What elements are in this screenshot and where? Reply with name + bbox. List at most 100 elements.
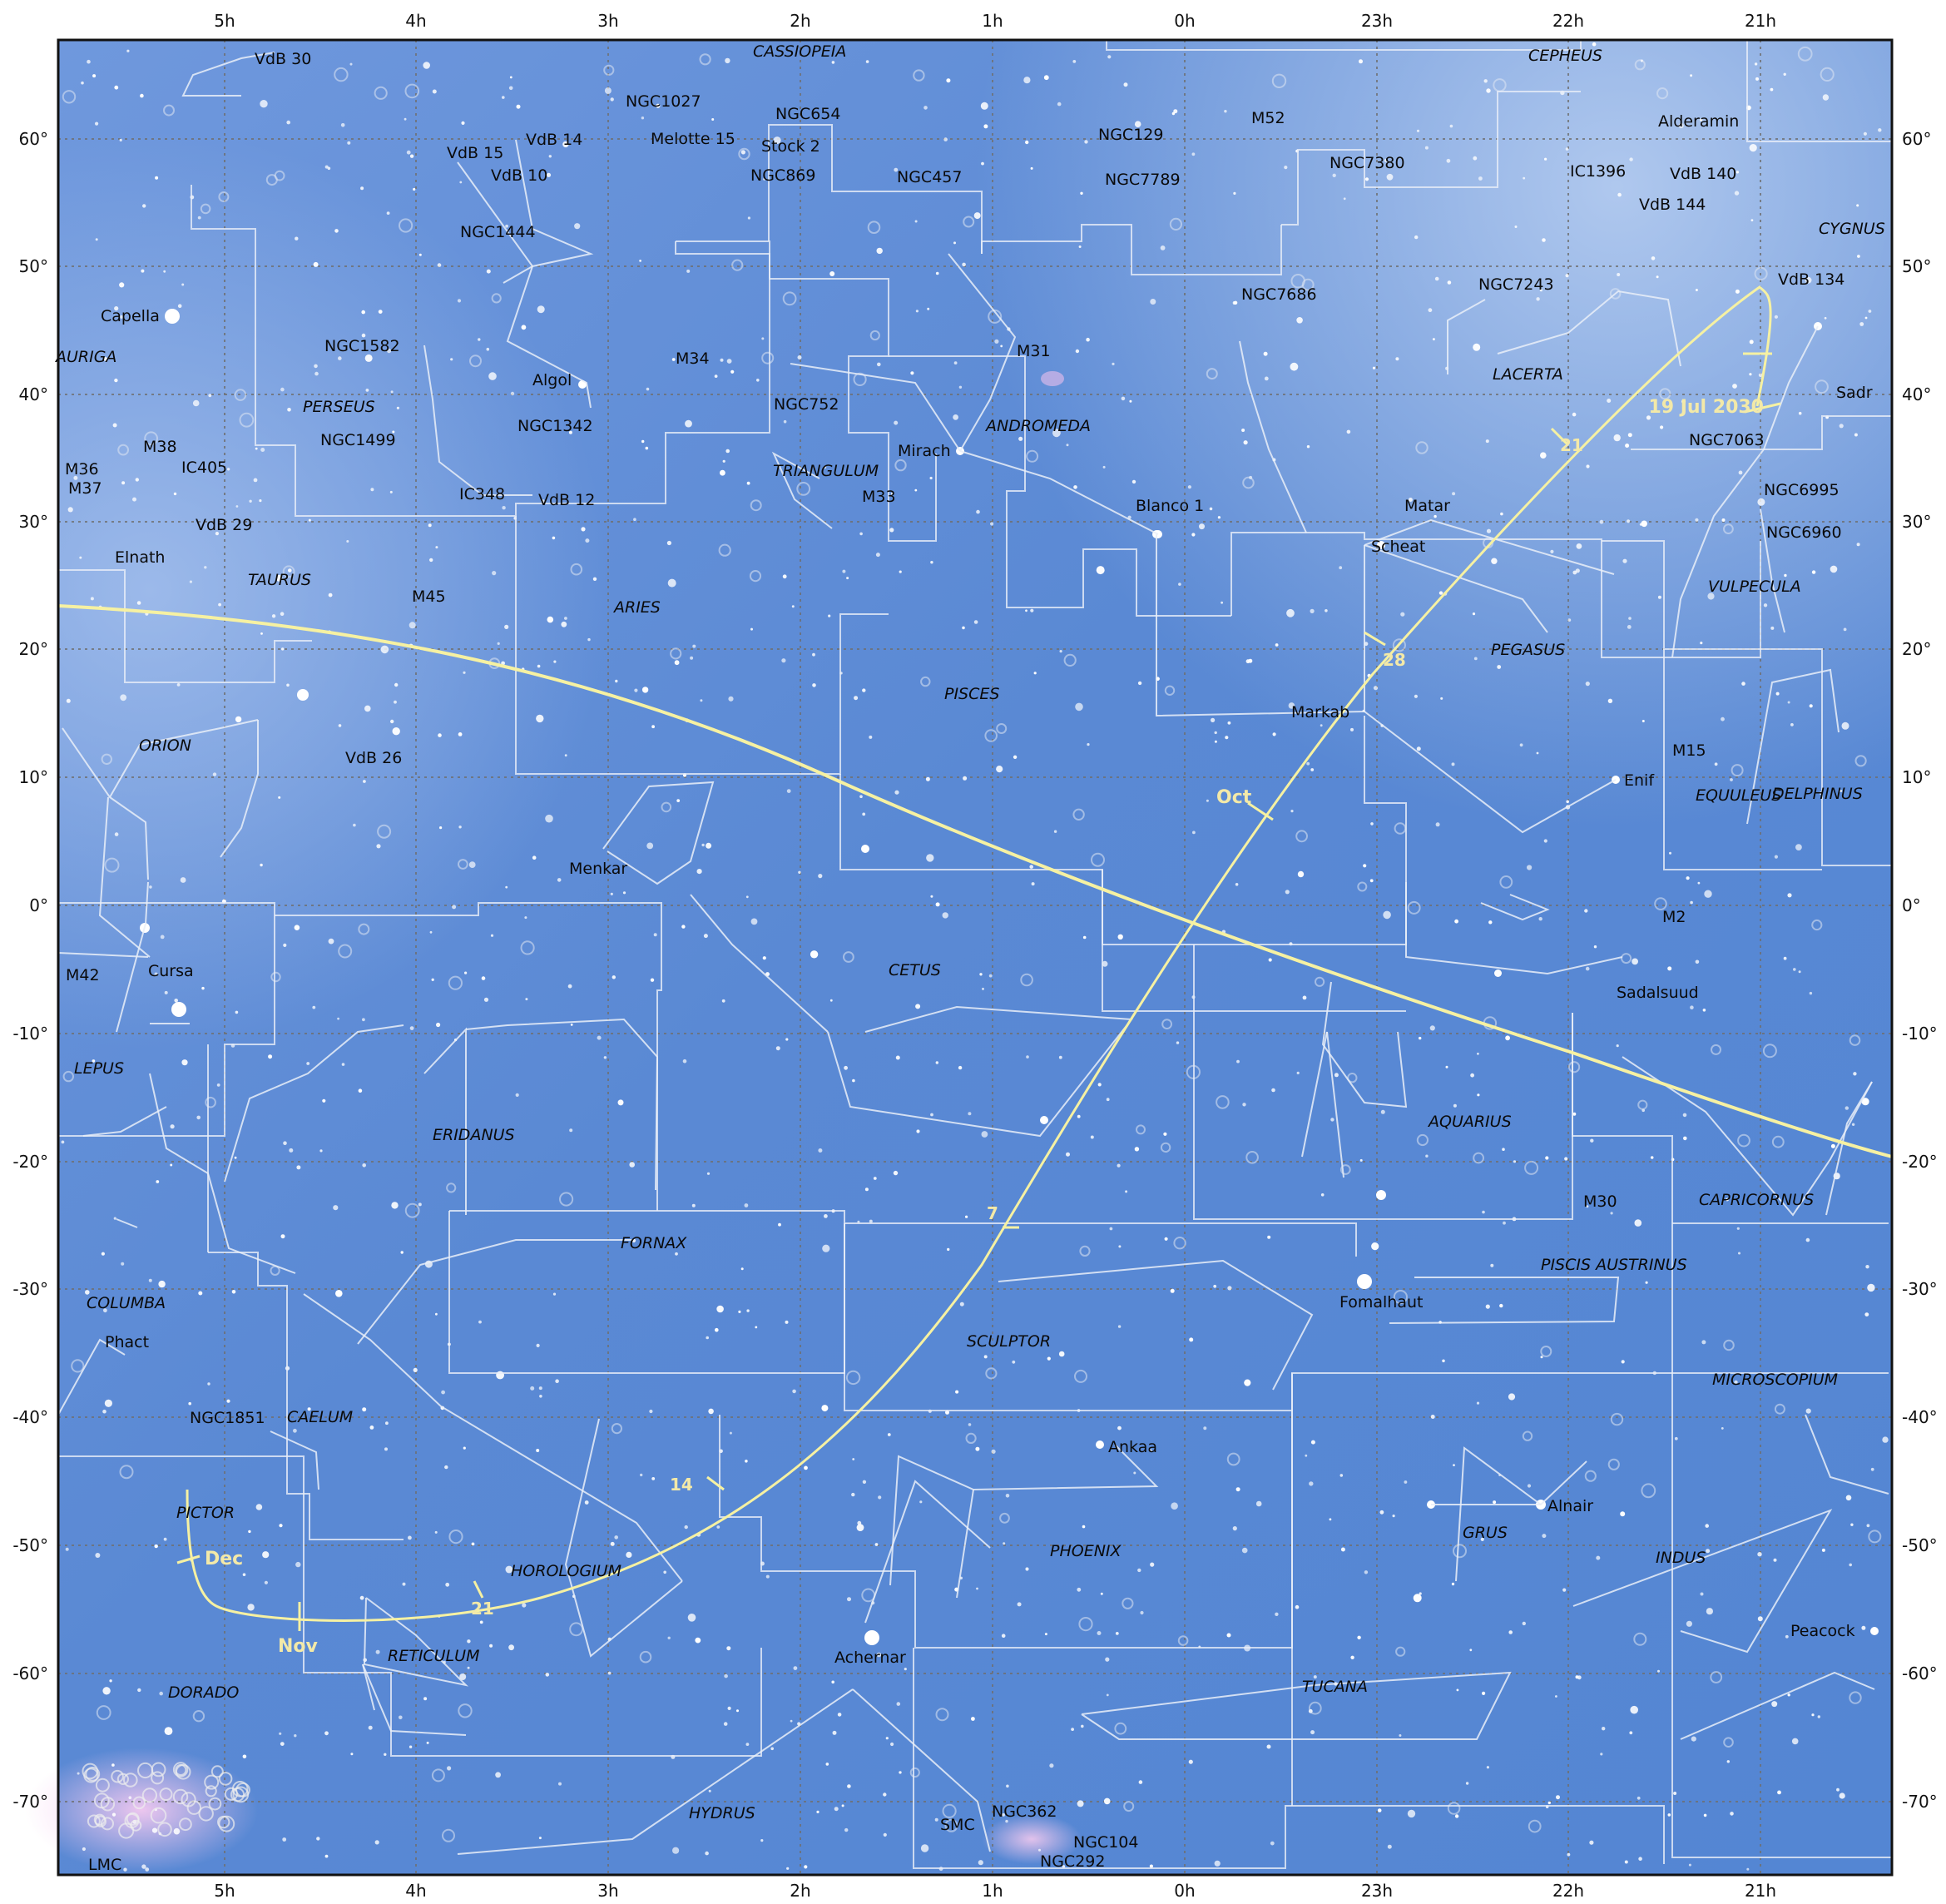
star <box>1001 1634 1006 1638</box>
star <box>66 698 71 703</box>
star <box>156 1180 160 1183</box>
dso-marker <box>338 944 353 959</box>
star <box>314 364 318 369</box>
star <box>1363 864 1367 868</box>
constellation-line <box>149 1073 296 1274</box>
boundary-line <box>58 1455 762 1757</box>
star <box>878 1495 882 1500</box>
star <box>894 420 899 425</box>
star <box>953 241 956 245</box>
star <box>862 812 866 816</box>
dso-marker <box>1820 67 1835 82</box>
star <box>1545 1156 1549 1160</box>
star <box>1214 740 1217 743</box>
star <box>396 406 399 409</box>
star <box>478 1320 482 1324</box>
star <box>1003 1542 1006 1545</box>
star <box>798 870 801 875</box>
star <box>1058 1351 1065 1357</box>
star <box>1539 289 1542 292</box>
constellation-line <box>1497 290 1681 367</box>
star <box>1189 1337 1194 1342</box>
constellation-label-columba: COLUMBA <box>87 1294 166 1312</box>
day-tick-label: 21 <box>1560 435 1583 455</box>
dso-marker <box>1540 1346 1552 1357</box>
lmc-object <box>205 1785 217 1797</box>
star <box>113 1217 116 1220</box>
ra-label-top: 21h <box>1745 11 1776 31</box>
star <box>946 78 951 83</box>
star <box>1738 470 1743 475</box>
dso-marker <box>374 86 388 100</box>
star <box>151 1827 158 1833</box>
constellation-figures <box>57 52 1889 1855</box>
star <box>929 476 933 480</box>
constellation-line <box>1825 1081 1873 1216</box>
object-label-vdb-30: VdB 30 <box>255 50 311 68</box>
star <box>1721 1427 1724 1430</box>
dec-label-right: -60° <box>1902 1664 1938 1683</box>
star <box>1453 1464 1455 1466</box>
dec-label-right: -50° <box>1902 1535 1938 1555</box>
star <box>509 76 512 79</box>
constellation-line <box>109 719 259 798</box>
object-label-vdb-14: VdB 14 <box>526 131 582 149</box>
dso-marker <box>1849 1691 1862 1704</box>
star <box>824 1214 828 1218</box>
star <box>746 1309 750 1312</box>
star <box>706 842 712 849</box>
star <box>829 999 833 1002</box>
star <box>505 885 508 889</box>
constellation-line <box>465 1018 659 1191</box>
star <box>1736 171 1739 174</box>
star <box>1100 1592 1103 1595</box>
star <box>899 1771 902 1774</box>
star <box>1075 702 1083 712</box>
star <box>324 1854 329 1858</box>
star <box>968 1112 972 1116</box>
star <box>1414 235 1419 240</box>
constellation-label-lepus: LEPUS <box>74 1059 124 1078</box>
star <box>279 1524 283 1528</box>
star <box>340 123 345 127</box>
dso-marker <box>1407 900 1421 915</box>
star <box>142 204 146 208</box>
star <box>1839 424 1844 429</box>
dso-marker <box>603 64 615 76</box>
star <box>1785 1634 1789 1639</box>
star <box>1187 485 1191 489</box>
star <box>546 172 552 177</box>
lmc-object <box>130 1819 142 1832</box>
lmc-object <box>126 1812 140 1826</box>
star <box>1392 1515 1395 1518</box>
star <box>1217 516 1221 519</box>
dec-label-left: -30° <box>12 1279 48 1299</box>
dso-marker <box>446 1183 457 1193</box>
object-label-markab: Markab <box>1291 703 1349 721</box>
constellation-line <box>1239 340 1307 533</box>
star <box>962 626 965 630</box>
star <box>1038 1848 1041 1852</box>
star <box>610 1541 615 1546</box>
star <box>1066 1152 1070 1157</box>
lmc-object <box>218 1772 233 1786</box>
object-label-ngc457: NGC457 <box>897 168 962 186</box>
star <box>916 1129 920 1133</box>
comet-path: 19 Jul 2030 Oct Nov Dec 21 28 7 14 21 <box>176 285 1781 1657</box>
star <box>1178 583 1181 586</box>
star <box>360 186 364 191</box>
comet-tick <box>473 1580 484 1599</box>
lmc-object <box>198 1806 214 1822</box>
star <box>822 1244 830 1252</box>
star <box>82 1847 86 1852</box>
star <box>842 569 846 573</box>
star <box>1102 960 1108 967</box>
star <box>242 1573 246 1576</box>
dso-marker <box>988 309 1003 324</box>
star <box>327 166 331 171</box>
constellation-line <box>1364 544 1548 633</box>
lmc-object <box>151 1771 165 1785</box>
star <box>983 124 988 129</box>
star <box>1732 384 1737 389</box>
star <box>1387 1844 1392 1849</box>
